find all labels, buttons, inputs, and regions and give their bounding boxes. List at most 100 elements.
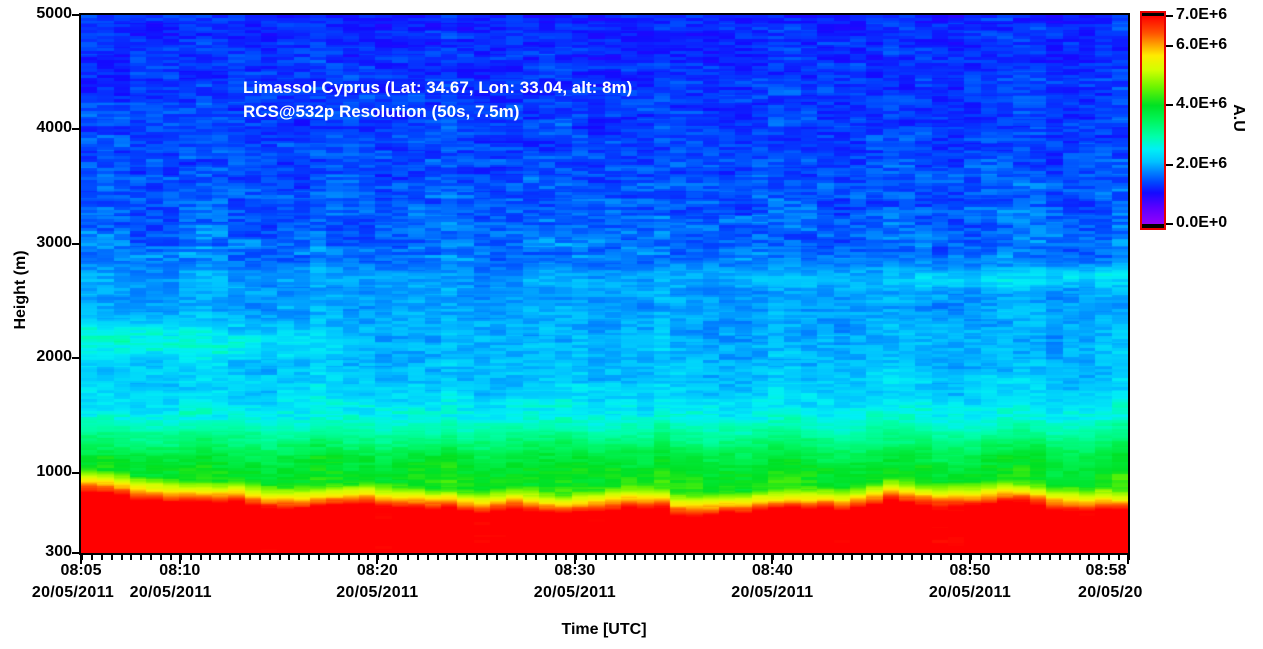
x-minor-tick-mark bbox=[653, 555, 656, 560]
x-tick-date-label: 20/05/2011 bbox=[928, 584, 1012, 601]
x-minor-tick-mark bbox=[555, 555, 558, 560]
x-minor-tick-mark bbox=[604, 555, 607, 560]
x-tick-date-label: 20/05/2011 bbox=[533, 584, 616, 601]
colorbar-tick-label: 0.0E+0 bbox=[1176, 214, 1228, 231]
annotation-line-2: RCS@532p Resolution (50s, 7.5m) bbox=[243, 102, 520, 121]
x-minor-tick-mark bbox=[584, 555, 587, 560]
x-minor-tick-mark bbox=[594, 555, 597, 560]
x-minor-tick-mark bbox=[1128, 555, 1130, 560]
colorbar-tick-label: 6.0E+6 bbox=[1176, 35, 1228, 53]
x-minor-tick-mark bbox=[485, 555, 488, 560]
x-minor-tick-mark bbox=[150, 555, 153, 560]
x-minor-tick-mark bbox=[821, 555, 824, 560]
x-minor-tick-mark bbox=[950, 555, 953, 560]
x-minor-tick-mark bbox=[219, 555, 222, 560]
x-minor-tick-mark bbox=[703, 555, 706, 560]
y-tick-label: 1000 bbox=[36, 462, 72, 480]
x-major-tick-mark bbox=[771, 555, 774, 564]
x-minor-tick-mark bbox=[742, 555, 745, 560]
x-minor-tick-mark bbox=[574, 555, 577, 560]
x-minor-tick-mark bbox=[969, 555, 972, 560]
x-minor-tick-mark bbox=[861, 555, 864, 560]
y-tick-mark bbox=[72, 128, 79, 131]
x-minor-tick-mark bbox=[881, 555, 884, 560]
x-minor-tick-mark bbox=[160, 555, 163, 560]
rcs-heatmap-canvas bbox=[81, 15, 1128, 553]
x-minor-tick-mark bbox=[999, 555, 1002, 560]
x-minor-tick-mark bbox=[644, 555, 646, 560]
x-minor-tick-mark bbox=[288, 555, 291, 560]
x-minor-tick-mark bbox=[100, 555, 103, 560]
y-tick-label: 5000 bbox=[36, 5, 72, 22]
x-minor-tick-mark bbox=[1088, 555, 1091, 560]
x-minor-tick-mark bbox=[179, 555, 182, 560]
x-minor-tick-mark bbox=[130, 555, 133, 560]
x-minor-tick-mark bbox=[890, 555, 893, 560]
x-major-tick-mark bbox=[573, 555, 576, 564]
x-minor-tick-mark bbox=[1019, 555, 1022, 560]
x-minor-tick-mark bbox=[772, 555, 775, 560]
x-minor-tick-mark bbox=[367, 555, 370, 560]
x-minor-tick-mark bbox=[960, 555, 963, 560]
colorbar-tick-mark bbox=[1166, 44, 1173, 47]
x-minor-tick-mark bbox=[377, 555, 380, 560]
x-minor-tick-mark bbox=[416, 555, 419, 560]
x-minor-tick-mark bbox=[515, 555, 518, 560]
x-minor-tick-mark bbox=[683, 555, 686, 560]
x-minor-tick-mark bbox=[713, 555, 716, 560]
x-minor-tick-mark bbox=[1068, 555, 1071, 560]
colorbar-bottom-cap bbox=[1142, 224, 1164, 228]
x-minor-tick-mark bbox=[802, 555, 805, 560]
x-minor-tick-mark bbox=[199, 555, 202, 560]
x-minor-tick-mark bbox=[1078, 555, 1081, 560]
x-minor-tick-mark bbox=[732, 555, 735, 560]
annotation-line-1: Limassol Cyprus (Lat: 34.67, Lon: 33.04,… bbox=[243, 78, 633, 97]
x-tick-date-label: 20/05/2011 bbox=[129, 584, 212, 601]
x-minor-tick-mark bbox=[910, 555, 913, 560]
y-tick-mark bbox=[72, 552, 79, 554]
x-minor-tick-mark bbox=[535, 555, 538, 560]
x-minor-tick-mark bbox=[831, 555, 834, 560]
x-minor-tick-mark bbox=[298, 555, 301, 560]
x-minor-tick-mark bbox=[811, 555, 814, 560]
x-minor-tick-mark bbox=[268, 555, 271, 560]
x-minor-tick-mark bbox=[940, 555, 943, 560]
y-tick-label: 300 bbox=[45, 543, 72, 560]
x-tick-date-label: 20/05/20 bbox=[1078, 584, 1143, 601]
x-major-tick-mark bbox=[376, 555, 379, 564]
colorbar-top-cap bbox=[1142, 13, 1164, 16]
x-tick-time-label: 08:40 bbox=[751, 562, 793, 579]
x-minor-tick-mark bbox=[1098, 555, 1101, 560]
x-minor-tick-mark bbox=[792, 555, 795, 560]
y-axis-label: Height (m) bbox=[12, 250, 29, 330]
x-minor-tick-mark bbox=[1029, 555, 1032, 560]
x-minor-tick-mark bbox=[614, 555, 617, 560]
x-minor-tick-mark bbox=[308, 555, 311, 560]
colorbar-tick-label: 7.0E+6 bbox=[1176, 6, 1228, 23]
y-tick-mark bbox=[72, 14, 79, 16]
x-minor-tick-mark bbox=[871, 555, 874, 560]
x-minor-tick-mark bbox=[387, 555, 390, 560]
x-tick-time-label: 08:10 bbox=[159, 562, 201, 579]
colorbar-tick-mark bbox=[1166, 223, 1173, 225]
x-minor-tick-mark bbox=[209, 555, 212, 560]
x-tick-date-label: 20/05/2011 bbox=[731, 584, 814, 601]
x-minor-tick-mark bbox=[564, 555, 567, 560]
colorbar-tick-mark bbox=[1166, 15, 1173, 17]
x-minor-tick-mark bbox=[90, 555, 93, 560]
x-major-tick-mark bbox=[80, 555, 82, 564]
x-minor-tick-mark bbox=[624, 555, 627, 560]
y-tick-mark bbox=[72, 471, 79, 474]
x-minor-tick-mark bbox=[762, 555, 765, 560]
x-minor-tick-mark bbox=[120, 555, 123, 560]
x-minor-tick-mark bbox=[140, 555, 143, 560]
colorbar-tick-label: 4.0E+6 bbox=[1176, 95, 1228, 113]
x-major-tick-mark bbox=[1127, 555, 1129, 564]
y-tick-mark bbox=[72, 242, 79, 245]
x-minor-tick-mark bbox=[1118, 555, 1121, 560]
x-minor-tick-mark bbox=[545, 555, 548, 560]
x-minor-tick-mark bbox=[110, 555, 113, 560]
x-minor-tick-mark bbox=[930, 555, 933, 560]
x-tick-time-label: 08:20 bbox=[356, 562, 398, 579]
